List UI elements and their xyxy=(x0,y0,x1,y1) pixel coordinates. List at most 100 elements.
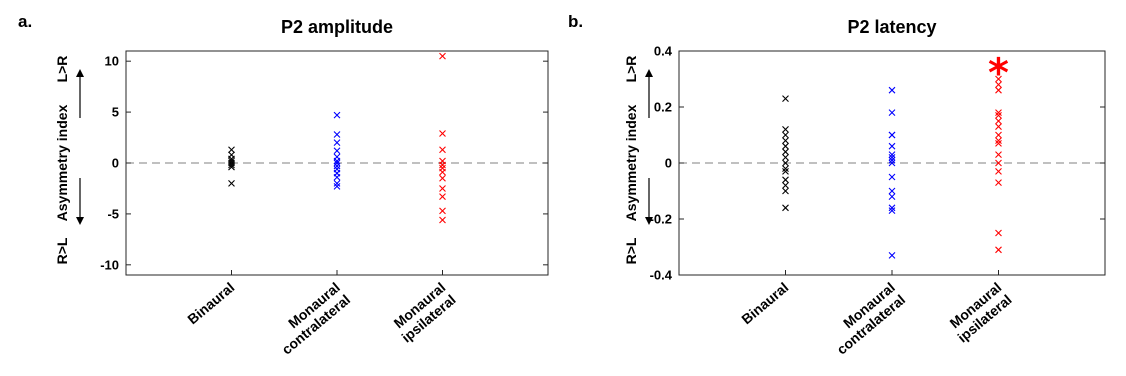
data-point xyxy=(333,131,341,138)
y-tick-label: 0.2 xyxy=(654,100,672,115)
data-point xyxy=(888,131,896,139)
data-point xyxy=(439,193,446,200)
chart-panel-b: b. P2 latency 0.4 0.2 0 -0.2 -0.4 Binaural Monau… xyxy=(568,12,1106,358)
y-tick-label: 0 xyxy=(112,156,119,171)
x-tick-label: Binaural xyxy=(738,279,791,327)
data-point xyxy=(782,95,789,102)
data-point xyxy=(995,246,1002,254)
y-tick-label: -10 xyxy=(100,257,119,272)
data-point xyxy=(995,109,1002,116)
data-point xyxy=(888,159,896,167)
data-point xyxy=(333,179,341,187)
data-point xyxy=(888,187,896,195)
x-tick-label-line: Binaural xyxy=(184,279,237,327)
data-point xyxy=(995,179,1002,186)
data-point xyxy=(888,154,896,161)
data-point xyxy=(888,151,896,158)
x-tick-label: Monauralipsilateral xyxy=(944,279,1015,346)
data-point xyxy=(782,168,789,175)
significance-asterisk: * xyxy=(988,50,1009,96)
data-point xyxy=(888,109,896,116)
data-point xyxy=(995,151,1002,158)
chart-title: P2 latency xyxy=(847,17,936,37)
y-tick-label: 10 xyxy=(105,54,119,69)
data-point xyxy=(782,159,789,167)
data-point xyxy=(333,147,341,155)
data-point xyxy=(782,126,789,133)
data-point xyxy=(333,111,341,119)
data-point xyxy=(782,137,789,144)
data-point xyxy=(228,146,235,154)
data-point xyxy=(333,162,341,170)
y-tick-label: -0.2 xyxy=(650,212,672,227)
data-point xyxy=(333,183,341,190)
data-point xyxy=(888,193,896,200)
data-point xyxy=(888,142,896,150)
panel-letter: a. xyxy=(18,12,32,31)
y-tick-label: -5 xyxy=(107,206,119,221)
data-point xyxy=(995,123,1002,130)
data-point xyxy=(782,148,789,156)
data-point xyxy=(782,131,789,139)
data-point xyxy=(782,204,789,212)
data-point xyxy=(439,130,446,137)
data-point xyxy=(782,176,789,184)
data-point xyxy=(439,174,446,182)
data-point xyxy=(333,159,341,167)
data-point xyxy=(888,204,896,212)
data-point xyxy=(782,165,789,172)
data-point xyxy=(333,173,341,181)
y-axis-label: Asymmetry index xyxy=(623,104,639,221)
data-point xyxy=(995,229,1002,237)
data-point xyxy=(228,161,235,169)
data-point xyxy=(995,137,1002,144)
data-point xyxy=(228,163,235,171)
data-point xyxy=(782,142,789,150)
data-point xyxy=(439,207,446,215)
data-point xyxy=(995,168,1002,175)
data-point xyxy=(333,157,341,165)
x-tick-label: Monauralipsilateral xyxy=(388,279,459,346)
x-tick-label-line: Binaural xyxy=(738,279,791,327)
data-point xyxy=(439,52,446,60)
y-axis-label-top: L>R xyxy=(54,56,70,83)
data-point xyxy=(782,154,789,161)
data-point xyxy=(888,156,896,164)
y-tick-label: 5 xyxy=(112,105,119,120)
data-point xyxy=(995,86,1002,94)
data-point xyxy=(888,173,896,181)
data-point xyxy=(439,168,446,176)
y-axis-label: Asymmetry index xyxy=(54,104,70,221)
data-point xyxy=(439,161,446,169)
x-tick-label: Monauralcontralateral xyxy=(823,279,908,358)
x-tick-label: Monauralcontralateral xyxy=(268,279,353,358)
panel-letter: b. xyxy=(568,12,583,31)
x-tick-label: Binaural xyxy=(184,279,237,327)
data-point xyxy=(995,131,1002,139)
y-tick-label: 0 xyxy=(665,156,672,171)
data-point xyxy=(888,86,896,94)
data-point xyxy=(439,216,446,224)
data-point xyxy=(228,179,235,187)
data-point xyxy=(995,75,1002,83)
data-point xyxy=(439,146,446,154)
data-point xyxy=(995,159,1002,167)
data-point xyxy=(995,117,1002,125)
chart-panel-a: a. P2 amplitude 10 5 0 -5 -10 Binaural Monauralc… xyxy=(18,12,549,358)
data-point xyxy=(782,187,789,195)
y-axis-label-bottom: R>L xyxy=(623,237,639,264)
data-point xyxy=(333,139,341,147)
y-tick-label: -0.4 xyxy=(650,268,673,283)
chart-title: P2 amplitude xyxy=(281,17,393,37)
data-point xyxy=(995,140,1002,147)
data-point xyxy=(888,252,896,259)
y-axis-label-top: L>R xyxy=(623,56,639,83)
y-axis-label-bottom: R>L xyxy=(54,237,70,264)
data-point xyxy=(782,182,789,189)
data-point xyxy=(995,112,1002,119)
data-point xyxy=(888,207,896,214)
data-point xyxy=(439,185,446,192)
data-point xyxy=(995,81,1002,88)
y-tick-label: 0.4 xyxy=(654,44,673,59)
